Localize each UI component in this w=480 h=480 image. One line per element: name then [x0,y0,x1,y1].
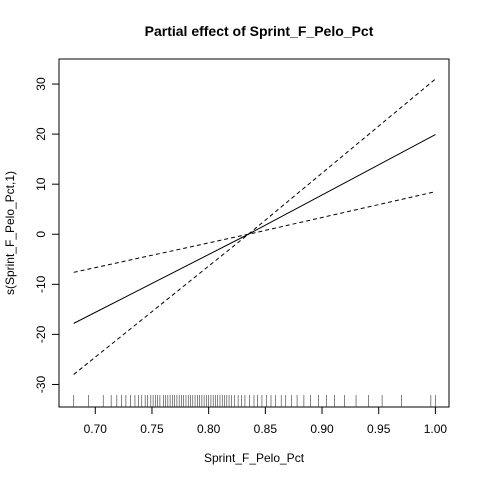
rug-plot [73,395,436,407]
y-tick-label: 30 [34,77,48,91]
y-axis: -30 -20 -10 0 10 20 30 [34,77,60,393]
x-tick-label: 0.80 [197,422,221,436]
y-tick-label: 20 [34,127,48,141]
x-axis-label: Sprint_F_Pelo_Pct [204,451,305,465]
y-axis-label: s(Sprint_F_Pelo_Pct,1) [3,171,17,295]
y-tick-label: 10 [34,177,48,191]
x-tick-label: 0.70 [84,422,108,436]
chart-title: Partial effect of Sprint_F_Pelo_Pct [145,23,374,39]
confidence-band-line [73,78,436,375]
x-tick-label: 0.90 [310,422,334,436]
x-tick-label: 1.00 [424,422,448,436]
y-tick-label: -10 [34,275,48,293]
x-tick-label: 0.95 [367,422,391,436]
y-tick-label: -30 [34,375,48,393]
x-tick-label: 0.85 [254,422,278,436]
confidence-band-line [73,191,436,273]
x-tick-label: 0.75 [140,422,164,436]
series-lines [73,78,436,375]
x-axis: 0.70 0.75 0.80 0.85 0.90 0.95 1.00 [84,406,448,436]
y-tick-label: 0 [34,231,48,238]
y-tick-label: -20 [34,325,48,343]
